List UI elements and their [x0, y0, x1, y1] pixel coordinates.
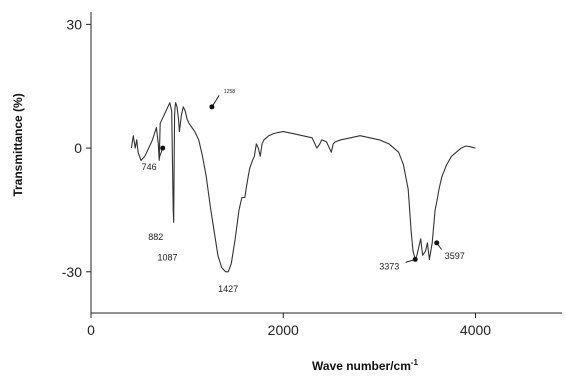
y-axis-title: Transmittance (%) [11, 93, 25, 196]
peak-label: 1258 [224, 89, 235, 95]
peak-label: 882 [148, 232, 163, 242]
plot-area: 30 0 -30 0 2000 4000 746 882 1087 1258 1427 3373 359… [62, 12, 562, 338]
peak-label: 746 [142, 162, 157, 172]
x-tick-label: 2000 [268, 322, 299, 338]
peak-label: 1427 [218, 284, 238, 294]
x-tick-label: 0 [87, 322, 95, 338]
y-tick-label: 0 [74, 140, 82, 156]
y-tick-label: -30 [62, 264, 82, 280]
peak-label: 1087 [157, 252, 177, 262]
x-axis-label: Wave number/cm-1 [312, 358, 419, 373]
peak-arrow-head [412, 256, 418, 262]
peak-arrow-head [209, 104, 215, 110]
peak-arrow-head [434, 240, 440, 246]
y-tick-label: 30 [66, 16, 82, 32]
peak-label: 3597 [445, 251, 465, 261]
x-tick-label: 4000 [460, 322, 491, 338]
peak-label: 3373 [379, 261, 399, 271]
x-axis-label-superscript: -1 [411, 358, 419, 367]
y-axis-label: Transmittance (%) [11, 93, 25, 196]
x-axis-label-text: Wave number/cm [312, 359, 411, 373]
spectrum-line [130, 102, 476, 273]
peak-arrow-head [160, 145, 166, 151]
